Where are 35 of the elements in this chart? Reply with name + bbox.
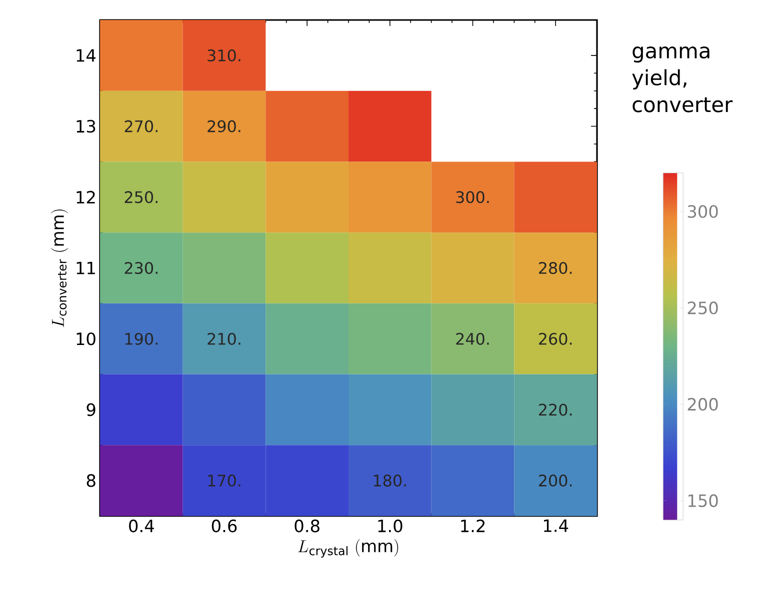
data-label: 240. [456, 332, 489, 345]
x-tick-label: 1.4 [544, 520, 568, 532]
color-bar-label: 200 [688, 398, 718, 411]
data-label: 210. [208, 332, 240, 345]
y-tick-label: 12 [76, 190, 95, 204]
x-tick-label: 0.4 [129, 520, 154, 532]
color-bar-title: gamma yield, converter [632, 46, 733, 112]
x-tick-label: 0.8 [294, 520, 320, 532]
data-label: 230. [124, 262, 158, 274]
color-bar-label: 300 [688, 205, 718, 218]
data-label: 310. [208, 49, 240, 62]
x-tick-label: 1.0 [378, 520, 402, 532]
data-label: 220. [539, 404, 572, 416]
y-tick-label: 9 [86, 403, 96, 416]
y-tick-label: 14 [76, 49, 96, 62]
data-label: 260. [539, 332, 572, 345]
data-label: 280. [539, 262, 572, 274]
data-label: 300. [456, 191, 489, 204]
x-tick-label: 1.2 [461, 520, 485, 532]
data-label: 250. [124, 191, 158, 204]
data-label: 180. [374, 474, 406, 487]
y-tick-label: 10 [76, 332, 96, 346]
color-bar-label: 250 [688, 301, 718, 314]
y-axis-title: $L_{\mathrm{converter}}\ \mathrm{(mm)}$ [50, 210, 68, 328]
x-axis-title: $L_{\mathrm{crystal}}\ \mathrm{(mm)}$ [298, 539, 398, 558]
data-label: 170. [208, 474, 240, 487]
data-label: 190. [125, 332, 158, 345]
y-tick-label: 13 [76, 120, 96, 133]
data-label: 270. [124, 120, 158, 132]
y-tick-label: 8 [86, 474, 96, 487]
y-tick-label: 11 [76, 262, 95, 274]
data-label: 200. [539, 474, 572, 487]
color-bar-label: 150 [688, 494, 718, 508]
x-tick-label: 0.6 [212, 520, 237, 532]
data-label: 290. [208, 120, 240, 132]
